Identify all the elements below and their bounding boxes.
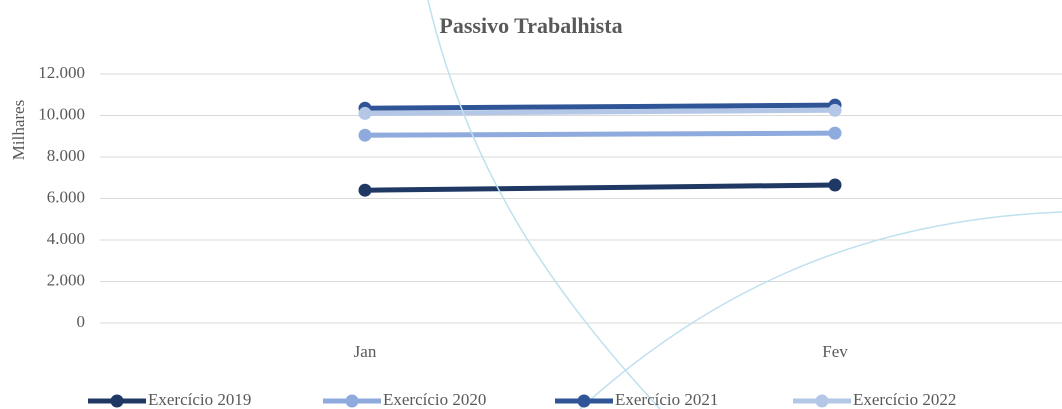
legend-marker (815, 394, 829, 408)
legend-label: Exercício 2019 (148, 390, 251, 409)
legend-marker (345, 394, 359, 408)
series-line (364, 107, 836, 116)
y-tick-label: 2.000 (47, 270, 85, 289)
y-tick-label: 10.000 (38, 104, 85, 123)
series-line (364, 130, 836, 138)
y-tick-label: 4.000 (47, 229, 85, 248)
series-line (364, 102, 836, 111)
legend-label: Exercício 2021 (615, 390, 718, 409)
data-point (358, 183, 372, 197)
chart-title: Passivo Trabalhista (439, 13, 622, 38)
x-tick-label: Jan (354, 342, 377, 361)
y-tick-label: 12.000 (38, 63, 85, 82)
data-point (828, 178, 842, 192)
decorative-curve (427, 0, 661, 409)
data-point (828, 103, 842, 117)
series-line (364, 182, 836, 193)
y-tick-label: 6.000 (47, 187, 85, 206)
decorative-curve (579, 211, 1062, 409)
data-point (828, 126, 842, 140)
y-tick-label: 0 (77, 312, 86, 331)
data-point (358, 128, 372, 142)
legend-label: Exercício 2020 (383, 390, 486, 409)
legend-marker (110, 394, 124, 408)
y-tick-label: 8.000 (47, 146, 85, 165)
y-axis-label: Milhares (9, 100, 28, 160)
x-tick-label: Fev (822, 342, 848, 361)
legend-label: Exercício 2022 (853, 390, 956, 409)
legend-marker (577, 394, 591, 408)
data-point (358, 106, 372, 120)
plot-area: 0 2.000 4.000 6.000 8.000 10.000 12.000 Jan Fev (38, 63, 1062, 361)
